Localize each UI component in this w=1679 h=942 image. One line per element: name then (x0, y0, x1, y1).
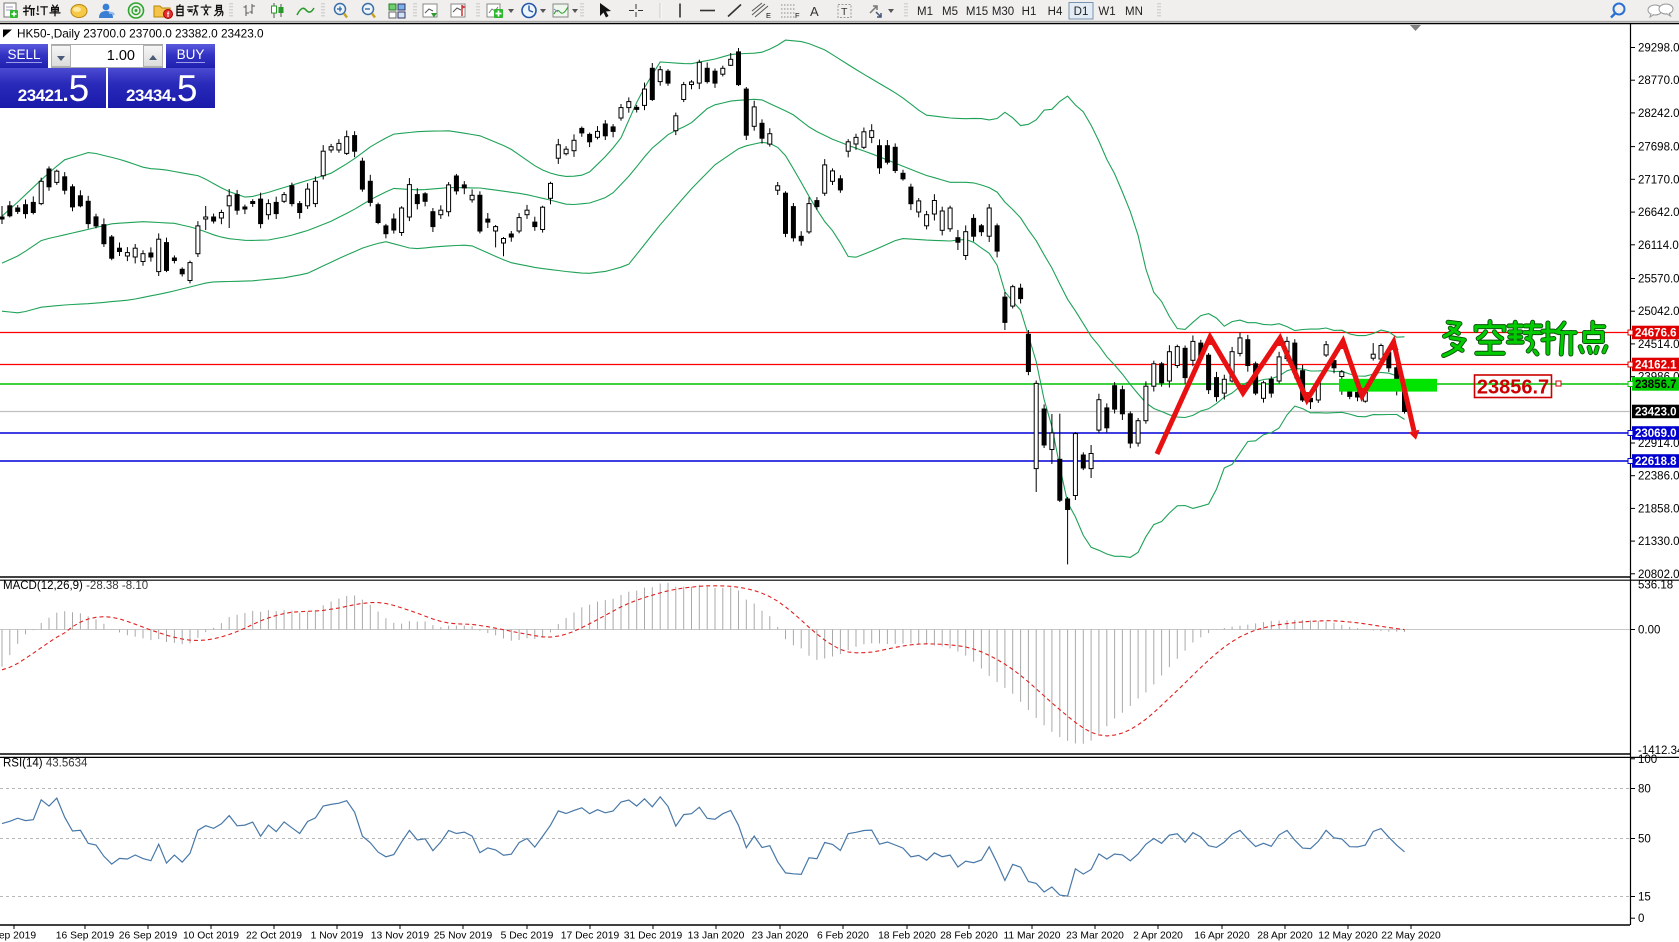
svg-text:26114.0: 26114.0 (1638, 240, 1679, 252)
svg-text:H4: H4 (1048, 6, 1063, 18)
svg-text:16 Sep 2019: 16 Sep 2019 (56, 931, 115, 942)
svg-text:H1: H1 (1022, 6, 1037, 18)
svg-text:0.00: 0.00 (1638, 625, 1660, 637)
svg-text:22 May 2020: 22 May 2020 (1381, 931, 1441, 942)
svg-text:50: 50 (1638, 834, 1651, 846)
svg-text:25042.0: 25042.0 (1638, 306, 1679, 318)
svg-text:28242.0: 28242.0 (1638, 108, 1679, 120)
svg-text:18 Feb 2020: 18 Feb 2020 (878, 931, 936, 942)
svg-text:F: F (795, 11, 800, 20)
svg-text:M30: M30 (992, 6, 1014, 18)
svg-text:21330.0: 21330.0 (1638, 536, 1679, 548)
svg-text:28 Feb 2020: 28 Feb 2020 (940, 931, 998, 942)
svg-text:24162.1: 24162.1 (1635, 360, 1677, 372)
svg-text:23856.7: 23856.7 (1635, 379, 1677, 391)
svg-text:5 Dec 2019: 5 Dec 2019 (501, 931, 554, 942)
svg-text:22618.8: 22618.8 (1635, 456, 1677, 468)
svg-text:22386.0: 22386.0 (1638, 471, 1679, 483)
svg-text:25 Nov 2019: 25 Nov 2019 (434, 931, 493, 942)
svg-text:24514.0: 24514.0 (1638, 339, 1679, 351)
svg-text:2 Apr 2020: 2 Apr 2020 (1133, 931, 1183, 942)
svg-text:W1: W1 (1098, 6, 1115, 18)
svg-text:80: 80 (1638, 784, 1651, 796)
svg-text:11 Mar 2020: 11 Mar 2020 (1003, 931, 1060, 942)
svg-text:M15: M15 (966, 6, 988, 18)
svg-text:1 Nov 2019: 1 Nov 2019 (311, 931, 364, 942)
svg-text:Sep 2019: Sep 2019 (0, 931, 36, 942)
svg-text:MN: MN (1125, 6, 1143, 18)
svg-text:16 Apr 2020: 16 Apr 2020 (1194, 931, 1250, 942)
svg-text:25570.0: 25570.0 (1638, 274, 1679, 286)
svg-text:23423.0: 23423.0 (1635, 407, 1677, 419)
svg-text:f: f (167, 12, 170, 19)
svg-text:26642.0: 26642.0 (1638, 207, 1679, 219)
svg-text:24676.6: 24676.6 (1635, 328, 1677, 340)
svg-text:13 Nov 2019: 13 Nov 2019 (371, 931, 430, 942)
svg-text:M5: M5 (942, 6, 958, 18)
svg-text:E: E (766, 11, 771, 20)
svg-text:22 Oct 2019: 22 Oct 2019 (246, 931, 302, 942)
svg-text:23 Mar 2020: 23 Mar 2020 (1066, 931, 1124, 942)
svg-text:29298.0: 29298.0 (1638, 43, 1679, 55)
svg-text:0: 0 (1638, 913, 1644, 925)
svg-text:17 Dec 2019: 17 Dec 2019 (561, 931, 620, 942)
svg-text:22914.0: 22914.0 (1638, 438, 1679, 450)
svg-text:100: 100 (1638, 754, 1657, 766)
svg-text:T: T (841, 6, 848, 18)
svg-text:13 Jan 2020: 13 Jan 2020 (688, 931, 745, 942)
svg-text:31 Dec 2019: 31 Dec 2019 (624, 931, 683, 942)
svg-text:10 Oct 2019: 10 Oct 2019 (183, 931, 239, 942)
svg-text:23 Jan 2020: 23 Jan 2020 (752, 931, 809, 942)
svg-text:HK50-,Daily 23700.0 23700.0 2: HK50-,Daily 23700.0 23700.0 23382.0 2342… (17, 27, 264, 41)
svg-text:23856.7: 23856.7 (1477, 377, 1549, 399)
svg-text:15: 15 (1638, 892, 1651, 904)
svg-text:12 May 2020: 12 May 2020 (1318, 931, 1378, 942)
svg-text:6 Feb 2020: 6 Feb 2020 (817, 931, 869, 942)
svg-text:M1: M1 (917, 6, 933, 18)
svg-text:21858.0: 21858.0 (1638, 503, 1679, 515)
svg-text:-1412.34: -1412.34 (1638, 745, 1679, 757)
svg-text:536.18: 536.18 (1638, 580, 1673, 592)
svg-text:27170.0: 27170.0 (1638, 174, 1679, 186)
svg-text:A: A (810, 4, 819, 19)
svg-text:MACD(12,26,9) -28.38 -8.10: MACD(12,26,9) -28.38 -8.10 (3, 580, 148, 592)
svg-text:23069.0: 23069.0 (1635, 428, 1677, 440)
svg-text:28770.0: 28770.0 (1638, 75, 1679, 87)
svg-text:RSI(14) 43.5634: RSI(14) 43.5634 (3, 758, 88, 770)
svg-text:26 Sep 2019: 26 Sep 2019 (119, 931, 178, 942)
svg-text:28 Apr 2020: 28 Apr 2020 (1257, 931, 1313, 942)
svg-text:27698.0: 27698.0 (1638, 142, 1679, 154)
svg-text:D1: D1 (1074, 6, 1089, 18)
svg-text:20802.0: 20802.0 (1638, 569, 1679, 581)
